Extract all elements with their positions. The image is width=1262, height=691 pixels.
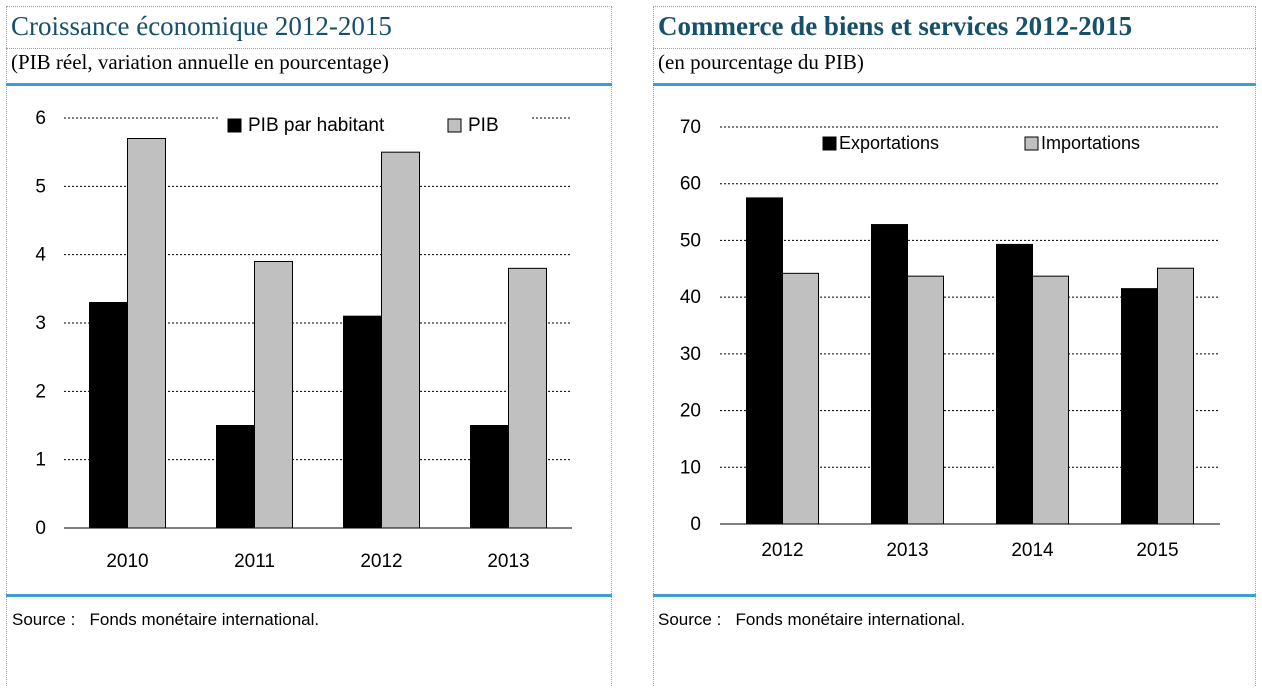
bar [871,224,908,525]
y-tick-label: 3 [35,313,46,334]
bar [216,425,255,529]
y-tick-label: 50 [680,230,701,251]
source-text: Fonds monétaire international. [89,610,320,629]
bar [508,267,547,529]
bar [89,302,128,529]
legend-swatch [1024,136,1039,151]
y-tick-label: 20 [680,401,701,422]
chart-title: Croissance économique 2012-2015 [11,11,392,41]
x-tick-label: 2012 [761,540,803,561]
y-tick-label: 2 [35,381,46,402]
legend-label: Exportations [839,133,939,153]
chart-subtitle: (en pourcentage du PIB) [658,50,864,74]
legend-label: PIB par habitant [248,115,385,136]
header-rule [6,83,612,86]
chart-panel-left: Croissance économique 2012-2015 (PIB rée… [6,6,612,686]
bar [1032,275,1069,525]
footer-rule [653,594,1256,597]
bar [127,138,166,529]
legend-swatch [822,136,837,151]
header-rule [653,83,1256,86]
legend-label: Importations [1041,133,1140,153]
bar [1157,267,1194,525]
legend-swatch [447,118,462,133]
legend-background [220,110,530,140]
bar [782,272,819,525]
bar [470,425,509,529]
bar [254,261,293,529]
bar [907,275,944,525]
chart-trade: 0 10 20 30 40 50 60 70 2012 2013 2014 2015 Exportati… [680,117,1220,561]
source-text: Fonds monétaire international. [735,610,966,629]
bar [996,243,1033,525]
x-tick-label: 2011 [234,551,275,572]
x-tick-label: 2013 [487,551,529,572]
y-tick-label: 10 [680,457,701,478]
chart-subtitle: (PIB réel, variation annuelle en pourcen… [11,50,389,74]
bar [381,151,420,529]
bar [343,315,382,529]
source-label: Source : [658,610,722,629]
chart-title: Commerce de biens et services 2012-2015 [658,11,1133,41]
chart-panel-right: Commerce de biens et services 2012-2015 … [653,6,1256,686]
x-tick-label: 2010 [106,551,148,572]
source-label: Source : [12,610,76,629]
source-note: Source : Fonds monétaire international. [12,610,319,630]
x-tick-label: 2014 [1011,540,1054,561]
bar [1121,288,1158,525]
y-tick-label: 0 [35,518,46,539]
source-note: Source : Fonds monétaire international. [658,610,965,630]
legend-label: PIB [468,115,499,136]
y-tick-label: 5 [35,176,46,197]
y-tick-label: 0 [690,514,701,535]
y-tick-label: 30 [680,344,701,365]
y-tick-label: 40 [680,287,701,308]
y-tick-label: 6 [35,108,46,129]
x-tick-label: 2013 [886,540,928,561]
bar [746,197,783,525]
y-tick-label: 4 [35,245,46,266]
y-tick-label: 70 [680,117,701,138]
x-tick-label: 2012 [360,551,402,572]
chart-growth: 0 1 2 3 4 5 6 2010 2011 2012 2013 PIB par habitant P… [35,108,572,572]
footer-rule [6,594,612,597]
y-tick-label: 1 [35,450,46,471]
legend-background [817,130,1157,158]
legend-swatch [227,118,242,133]
y-tick-label: 60 [680,174,701,195]
x-tick-label: 2015 [1136,540,1178,561]
